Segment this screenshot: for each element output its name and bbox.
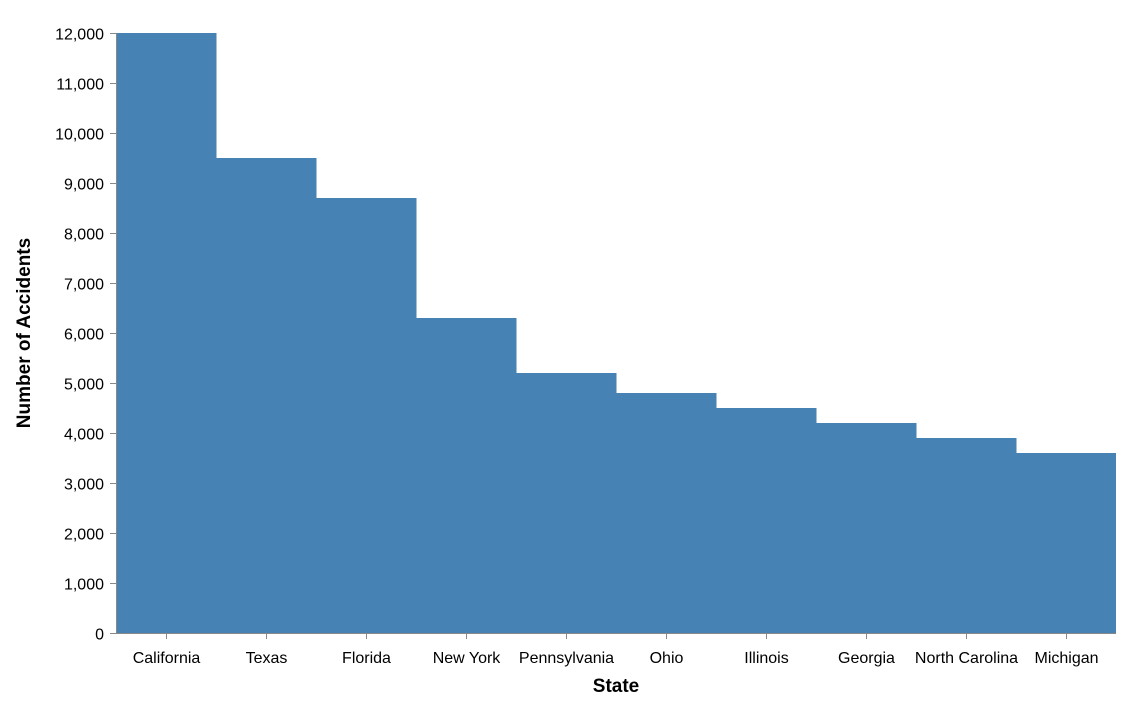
y-axis-title: Number of Accidents	[14, 238, 35, 428]
x-tick-label: Texas	[246, 650, 288, 667]
bar-new-york	[416, 318, 517, 633]
x-tick-label: New York	[433, 650, 502, 667]
y-tick-label: 10,000	[55, 127, 104, 144]
y-tick-label: 1,000	[64, 577, 104, 594]
x-tick-label: Florida	[342, 650, 391, 667]
bar-georgia	[816, 423, 917, 633]
y-tick-label: 3,000	[64, 477, 104, 494]
bar-pennsylvania	[516, 373, 617, 633]
bar-ohio	[616, 393, 717, 633]
y-tick-label: 7,000	[64, 277, 104, 294]
x-tick-label: North Carolina	[915, 650, 1018, 667]
bar-texas	[216, 158, 317, 633]
y-tick-label: 2,000	[64, 527, 104, 544]
y-tick-label: 12,000	[55, 27, 104, 44]
x-tick-label: Ohio	[650, 650, 684, 667]
x-axis: California Texas Florida New York Pennsylvan…	[116, 633, 1116, 667]
bar-north-carolina	[916, 438, 1017, 633]
y-tick-label: 9,000	[64, 177, 104, 194]
y-axis: 0 1,000 2,000 3,000 4,000 5,000 6,000 7,000 8,00…	[55, 27, 117, 644]
x-tick-label: Pennsylvania	[519, 650, 614, 667]
y-tick-label: 6,000	[64, 327, 104, 344]
x-axis-title: State	[593, 676, 639, 697]
y-tick-label: 11,000	[56, 77, 104, 94]
y-tick-label: 8,000	[64, 227, 104, 244]
x-tick-label: Georgia	[838, 650, 895, 667]
y-tick-label: 5,000	[64, 377, 104, 394]
x-tick-label: Michigan	[1034, 650, 1098, 667]
bar-illinois	[716, 408, 817, 633]
bar-florida	[316, 198, 417, 633]
x-tick-label: California	[133, 650, 201, 667]
y-tick-label: 4,000	[64, 427, 104, 444]
y-tick-label: 0	[95, 627, 104, 644]
plot-area	[116, 33, 1116, 633]
bar-california	[116, 33, 217, 633]
x-tick-label: Illinois	[744, 650, 788, 667]
bar-michigan	[1016, 453, 1116, 633]
